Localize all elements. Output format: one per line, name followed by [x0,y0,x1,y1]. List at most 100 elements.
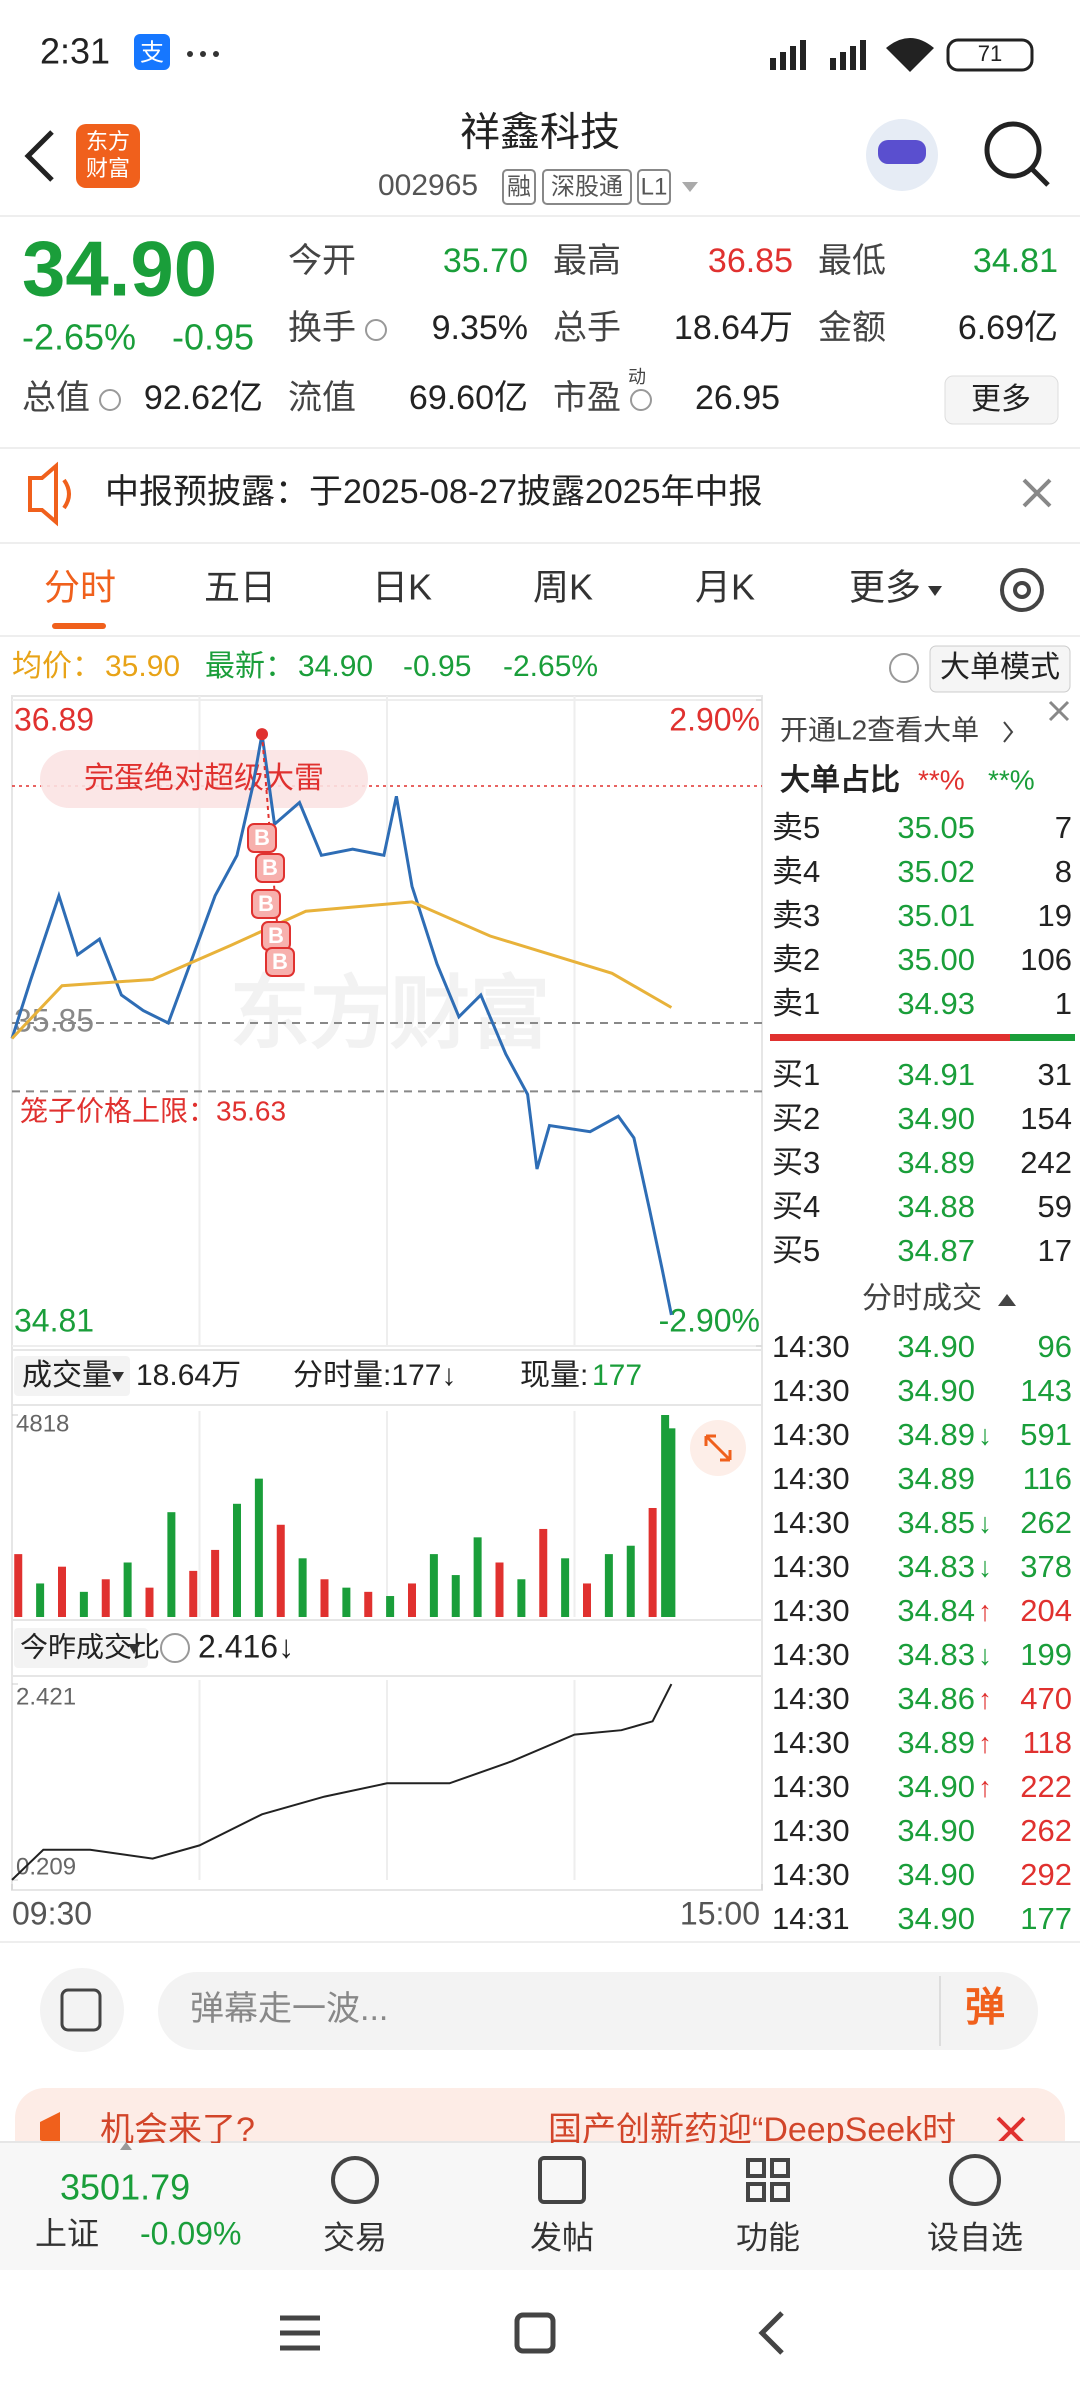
last-pct: -2.65% [503,650,598,683]
more-button[interactable] [944,375,1059,425]
nav-label[interactable]: 设自选 [927,2219,1023,2255]
volume-bar [495,1562,504,1617]
price: 34.90 [22,225,217,313]
danmaku-button[interactable]: 弹 [965,1986,1005,2030]
system-back[interactable] [758,2311,784,2355]
change: -0.95 [172,317,254,358]
trade-marker [247,823,277,853]
tab[interactable]: 更多 [849,567,921,608]
signal-icons [770,40,866,70]
volume-bar [101,1579,110,1617]
share-sell: **% [988,764,1035,795]
trade-time: 14:31 [772,1901,850,1936]
field-sup: 动 [628,367,646,387]
field-value: 18.64万 [674,309,793,347]
ad-text: 国产创新药迎“DeepSeek时 [548,2111,956,2149]
volume-bar [36,1583,45,1617]
y-tick-label: 34.81 [14,1302,94,1338]
volume-bar [473,1537,482,1617]
trade-direction: ↓ [978,1507,992,1538]
ad-close[interactable] [996,2116,1026,2146]
chevron [1003,721,1014,743]
book-volume: 106 [1020,942,1072,977]
trade-direction: ↓ [978,1639,992,1670]
l2-link[interactable]: 开通L2查看大单 [780,714,979,745]
back-button[interactable] [24,130,54,182]
app-icon [134,34,170,70]
trade-marker-label: B [262,855,278,880]
reference-label: 笼子价格上限：35.63 [20,1096,286,1127]
index-pct: -0.09% [140,2215,241,2251]
trade-volume: 177 [1020,1901,1072,1936]
trade-price: 34.89 [897,1725,975,1760]
ratio-title[interactable]: 今昨成交比 [20,1631,160,1662]
volume-bar [604,1554,613,1617]
trade-time: 14:30 [772,1681,850,1716]
field-value: 35.70 [443,242,528,280]
trade-time: 14:30 [772,1813,850,1848]
volume-bar [386,1596,395,1617]
volume-bar [233,1503,241,1617]
book-label: 买3 [772,1145,820,1180]
volume-bar [189,1570,198,1617]
comment-placeholder[interactable]: 弹幕走一波... [190,1990,388,2028]
book-price: 34.87 [897,1233,975,1268]
tag: L1 [641,173,668,200]
trade-time: 14:30 [772,1593,850,1628]
book-price: 34.90 [897,1101,975,1136]
volume-bar [298,1558,307,1617]
list-button[interactable] [40,1968,124,2052]
ratio-bar-buy [1010,1034,1075,1041]
ratio-dropdown[interactable] [14,1628,148,1668]
tab[interactable]: 分时 [44,567,116,608]
search-button[interactable] [984,121,1042,179]
nav-icon [331,2156,379,2204]
nav-label[interactable]: 交易 [323,2219,387,2255]
settings-button[interactable] [1000,568,1044,612]
book-label: 卖4 [772,854,820,889]
system-menu[interactable] [280,2315,320,2351]
tab[interactable]: 月K [695,567,755,608]
tab[interactable]: 周K [533,567,593,608]
trade-volume: 292 [1020,1857,1072,1892]
tag-box [542,169,632,205]
nav-label[interactable]: 功能 [736,2219,800,2255]
nav-icon [770,2158,790,2178]
trade-marker [265,947,295,977]
book-price: 35.05 [897,810,975,845]
trade-volume: 262 [1020,1505,1072,1540]
x-tick-label: 15:00 [680,1895,760,1931]
volume-bar [451,1575,460,1617]
trade-time: 14:30 [772,1461,850,1496]
more-label[interactable]: 更多 [971,383,1031,416]
tab[interactable]: 五日 [204,567,276,608]
watermark: 东方财富 [230,969,550,1058]
tab[interactable]: 日K [372,567,432,608]
trade-price: 34.90 [897,1329,975,1364]
nav-icon [746,2182,766,2202]
volume-title[interactable]: 成交量 [22,1359,112,1392]
close-book[interactable] [1048,700,1070,722]
last-value: 34.90 [298,650,373,683]
trade-price: 34.85 [897,1505,975,1540]
book-label: 卖2 [772,942,820,977]
trade-volume: 118 [1023,1725,1072,1760]
close-notice[interactable] [1022,478,1052,508]
volume-bar [429,1554,438,1617]
info-icon [99,389,121,411]
mode-label[interactable]: 大单模式 [940,651,1060,684]
trade-marker-label: B [268,923,284,948]
volume-dropdown[interactable] [14,1356,130,1396]
nav-icon [746,2158,766,2178]
current-label: 现量: [520,1359,588,1392]
system-home[interactable] [514,2312,556,2354]
list-icon [60,1988,102,2032]
comment-input[interactable] [158,1972,1038,2050]
settings-center [1013,581,1031,599]
book-label: 买4 [772,1189,820,1224]
mode-button[interactable] [929,645,1071,693]
battery [946,38,1034,72]
nav-label[interactable]: 发帖 [530,2219,594,2255]
index-value: 3501.79 [60,2167,190,2208]
wifi-icon [886,38,934,72]
